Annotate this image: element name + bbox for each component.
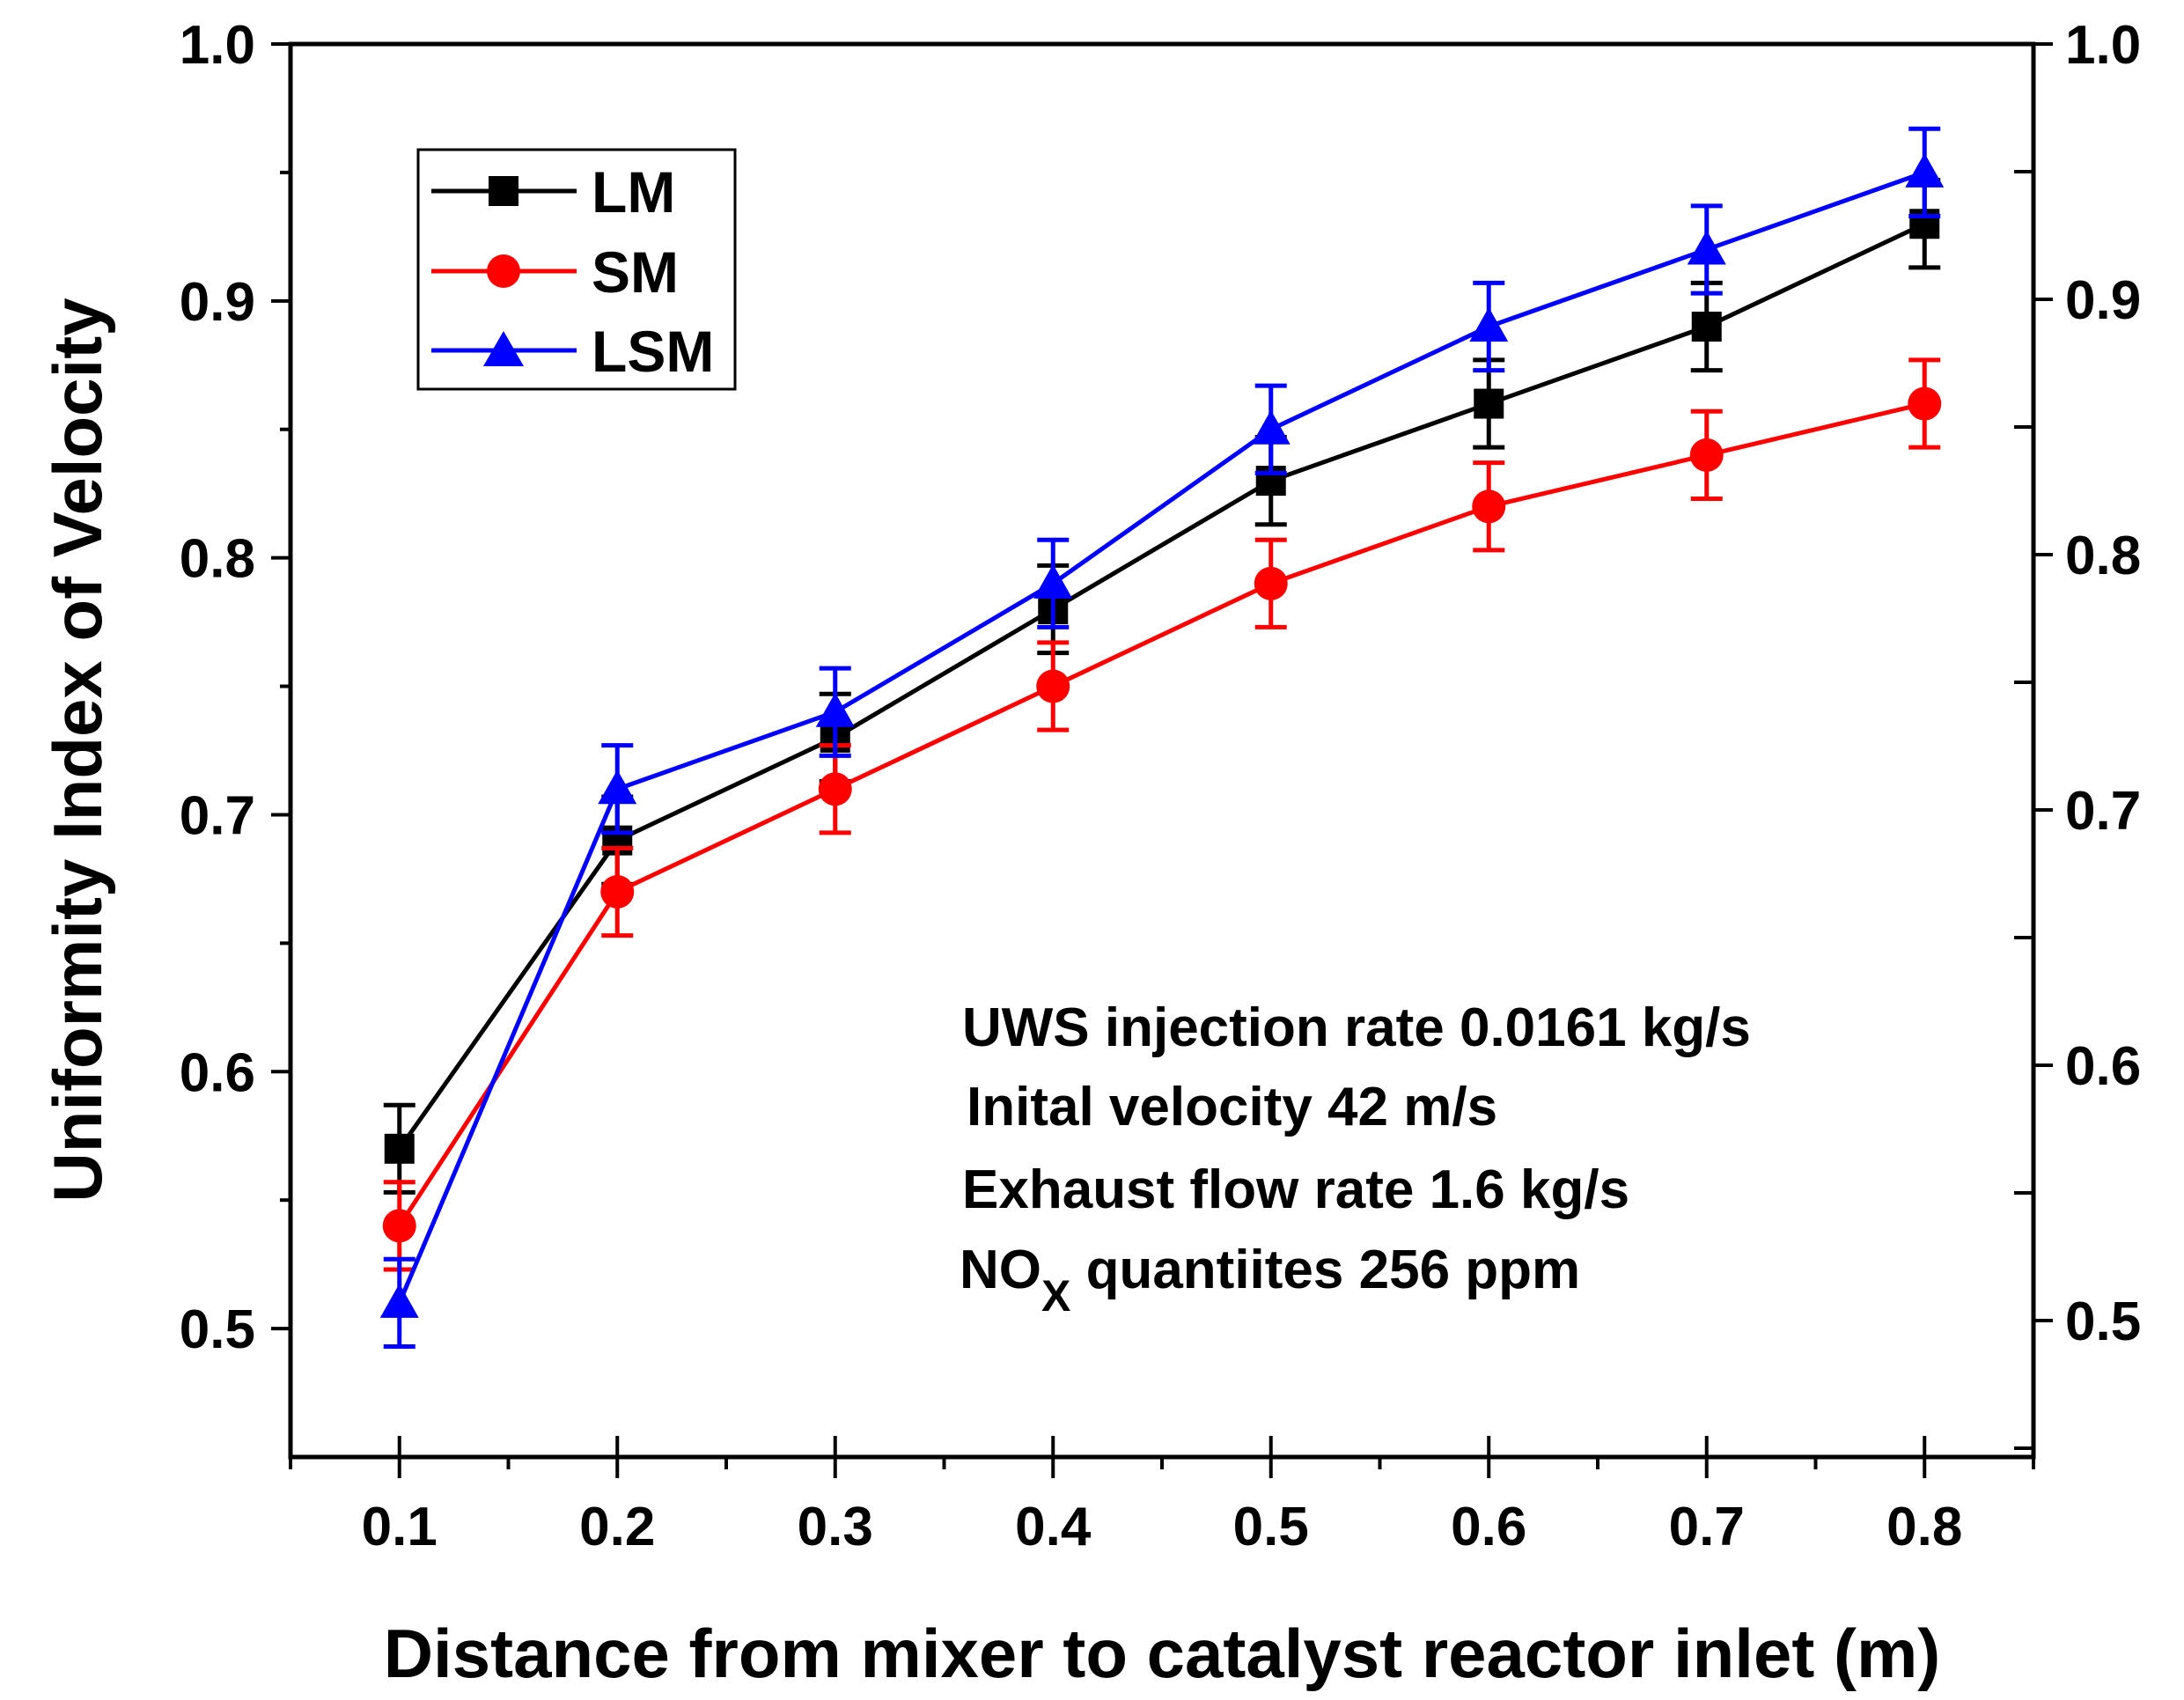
legend-marker-lm: [489, 176, 518, 206]
right-y-tick-label: 0.6: [2065, 1036, 2141, 1097]
data-point-square: [1691, 312, 1722, 342]
series-line-lsm: [397, 170, 1926, 1304]
right-y-tick-label: 1.0: [2065, 15, 2141, 76]
annotation-injection-rate: UWS injection rate 0.0161 kg/s: [962, 997, 1751, 1058]
series-line-sm: [397, 401, 1925, 1227]
annotation-nox-rest: quantiites 256 ppm: [1070, 1240, 1580, 1300]
annotation-nox-main: NO: [960, 1240, 1041, 1300]
data-series: [379, 126, 1945, 1350]
y-tick-label: 0.8: [180, 529, 255, 590]
data-point-square: [384, 1133, 415, 1164]
series-sm: [382, 357, 1942, 1272]
data-point-circle: [600, 875, 635, 909]
data-point-circle: [818, 772, 852, 806]
right-y-tick-label: 0.8: [2065, 526, 2141, 586]
data-point-triangle: [1469, 307, 1509, 342]
x-tick-label: 0.6: [1451, 1497, 1526, 1557]
legend-label-lsm: LSM: [592, 319, 714, 384]
x-tick-label: 0.2: [579, 1497, 655, 1557]
data-point-circle: [1036, 669, 1070, 703]
annotation-exhaust-flow: Exhaust flow rate 1.6 kg/s: [962, 1159, 1629, 1220]
legend-label-sm: SM: [592, 239, 679, 305]
x-tick-label: 0.7: [1669, 1497, 1745, 1557]
data-point-circle: [1254, 566, 1288, 600]
data-point-triangle: [1033, 563, 1073, 599]
data-point-circle: [1689, 438, 1724, 472]
legend-marker-sm: [487, 254, 520, 288]
x-tick-label: 0.5: [1233, 1497, 1309, 1557]
annotation-nox: NOX quantiites 256 ppm: [960, 1240, 1580, 1321]
x-tick-label: 0.8: [1886, 1497, 1962, 1557]
right-y-tick-label: 0.7: [2065, 781, 2141, 842]
data-point-circle: [1908, 386, 1942, 421]
y-tick-label: 1.0: [180, 15, 255, 76]
data-point-square: [1474, 388, 1504, 419]
x-tick-label: 0.4: [1015, 1497, 1092, 1557]
annotation-block: UWS injection rate 0.0161 kg/s Inital ve…: [960, 997, 1751, 1321]
y-tick-label: 0.6: [180, 1042, 255, 1103]
data-point-triangle: [1905, 152, 1945, 188]
data-point-triangle: [1251, 409, 1291, 445]
data-point-circle: [1472, 489, 1506, 524]
data-point-circle: [382, 1209, 416, 1243]
data-point-triangle: [379, 1283, 419, 1318]
y-tick-label: 0.9: [180, 272, 255, 333]
x-tick-label: 0.3: [798, 1497, 873, 1557]
y-tick-label: 0.5: [180, 1299, 255, 1360]
legend-label-lm: LM: [592, 159, 675, 224]
annotation-nox-subscript: X: [1041, 1271, 1070, 1321]
x-axis-title: Distance from mixer to catalyst reactor …: [384, 1615, 1941, 1692]
y-tick-label: 0.7: [180, 785, 255, 846]
annotation-initial-velocity: Inital velocity 42 m/s: [967, 1077, 1497, 1137]
data-point-triangle: [815, 692, 855, 727]
series-lsm: [379, 126, 1945, 1350]
data-point-triangle: [598, 769, 637, 805]
legend: LM SM LSM: [416, 148, 737, 391]
right-y-tick-label: 0.5: [2065, 1292, 2141, 1352]
axis-ticks: 0.1 0.2 0.3 0.4 0.5 0.6 0.7 0.8 0.5 0.6 0.7 0.8 0.9 1…: [180, 15, 2141, 1557]
data-point-triangle: [1687, 230, 1726, 265]
series-line-lm: [397, 222, 1926, 1151]
legend-marker-lsm: [483, 331, 524, 366]
x-tick-label: 0.1: [362, 1497, 438, 1557]
y-axis-title: Uniformity Index of Velocity: [39, 298, 116, 1202]
right-y-tick-label: 0.9: [2065, 270, 2141, 331]
